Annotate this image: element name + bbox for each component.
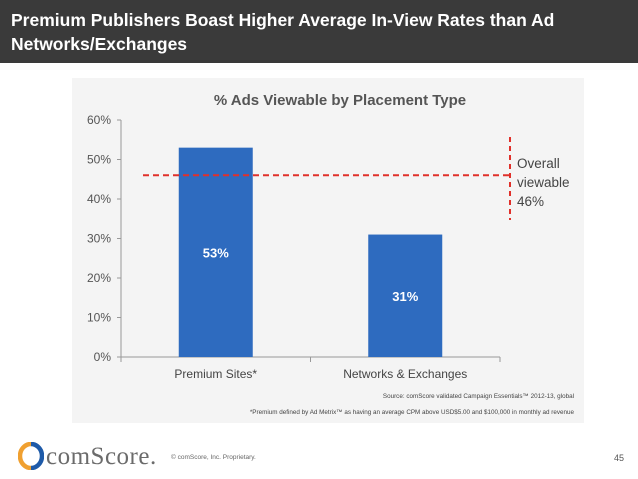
bar bbox=[368, 234, 443, 357]
y-tick-label: 20% bbox=[87, 271, 111, 285]
title-bar: Premium Publishers Boast Higher Average … bbox=[0, 0, 638, 63]
y-tick-label: 50% bbox=[87, 153, 111, 167]
footnote: *Premium defined by Ad Metrix™ as having… bbox=[250, 409, 575, 416]
y-tick-label: 0% bbox=[94, 350, 112, 364]
x-category-label: Premium Sites* bbox=[174, 367, 257, 381]
y-tick-label: 60% bbox=[87, 113, 111, 127]
source-note: Source: comScore validated Campaign Esse… bbox=[383, 393, 574, 400]
bar-value-label: 31% bbox=[392, 289, 418, 304]
chart-title: % Ads Viewable by Placement Type bbox=[214, 92, 466, 109]
slide-title: Premium Publishers Boast Higher Average … bbox=[11, 10, 555, 54]
y-tick-label: 30% bbox=[87, 232, 111, 246]
overall-viewable-label: 46% bbox=[517, 194, 544, 209]
chart-panel bbox=[72, 78, 584, 423]
copyright-text: © comScore, Inc. Proprietary. bbox=[171, 454, 256, 461]
bar bbox=[178, 147, 253, 357]
comscore-logo-icon bbox=[18, 442, 44, 470]
page-number: 45 bbox=[614, 453, 625, 463]
x-category-label: Networks & Exchanges bbox=[343, 367, 467, 381]
overall-viewable-label: Overall bbox=[517, 156, 560, 171]
overall-viewable-label: viewable bbox=[517, 175, 570, 190]
y-tick-label: 40% bbox=[87, 192, 111, 206]
comscore-logo-text: comScore. bbox=[46, 443, 157, 470]
y-tick-label: 10% bbox=[87, 311, 111, 325]
bar-value-label: 53% bbox=[203, 245, 229, 260]
